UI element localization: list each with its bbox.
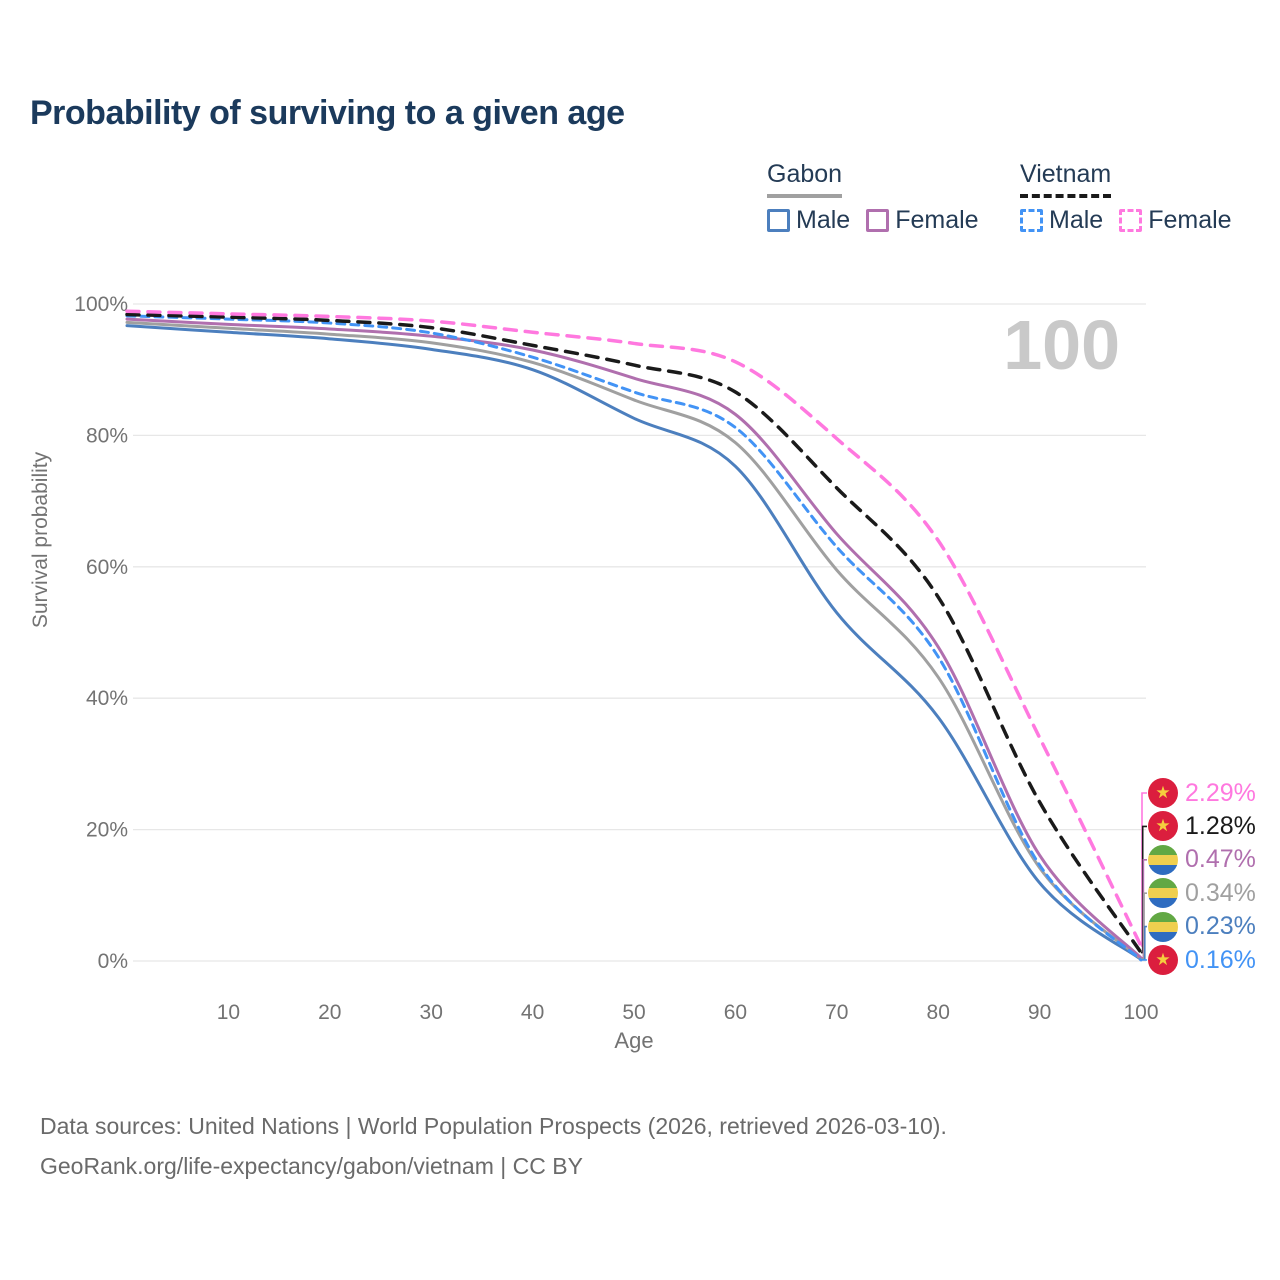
footer: Data sources: United Nations | World Pop…: [40, 1106, 947, 1187]
y-tick-label: 80%: [86, 424, 128, 447]
vietnam-flag-icon: ★: [1148, 811, 1178, 842]
series-line-vietnam-male[interactable]: [125, 314, 1143, 962]
series-line-gabon-female[interactable]: [125, 317, 1143, 960]
y-tick-label: 60%: [86, 556, 128, 579]
end-label-value: 1.28%: [1185, 811, 1256, 840]
x-tick-label: 80: [927, 1001, 950, 1024]
footer-sources: Data sources: United Nations | World Pop…: [40, 1113, 947, 1139]
legend-item-gabon-male[interactable]: Male: [767, 206, 850, 235]
end-label-value: 0.34%: [1185, 878, 1256, 907]
end-label-value: 2.29%: [1185, 778, 1256, 807]
x-tick-label: 50: [622, 1001, 645, 1024]
star-icon: ★: [1155, 815, 1171, 835]
x-tick-label: 60: [724, 1001, 747, 1024]
end-label-gabon-total[interactable]: 0.34%: [1148, 876, 1256, 910]
gabon-flag-icon: [1148, 844, 1178, 875]
vietnam-flag-icon: ★: [1148, 945, 1178, 975]
legend-group-gabon: Gabon Male Female: [767, 160, 979, 235]
series-line-gabon-male[interactable]: [125, 324, 1143, 961]
x-tick-label: 70: [825, 1001, 848, 1024]
page-title: Probability of surviving to a given age: [30, 94, 625, 132]
x-tick-label: 20: [318, 1001, 341, 1024]
vietnam-female-swatch-icon: [1119, 209, 1143, 232]
legend-label-gabon-male: Male: [796, 206, 851, 234]
x-tick-label: 10: [217, 1001, 240, 1024]
end-label-vietnam-male[interactable]: ★ 0.16%: [1148, 943, 1256, 977]
legend-group-vietnam: Vietnam Male Female: [1020, 160, 1232, 235]
y-tick-label: 0%: [98, 950, 128, 973]
age-watermark: 100: [1003, 306, 1120, 384]
end-label-vietnam-total[interactable]: ★ 1.28%: [1148, 809, 1256, 843]
y-axis-title: Survival probability: [29, 451, 52, 628]
legend-label-vietnam-male: Male: [1049, 206, 1104, 234]
x-tick-label: 40: [521, 1001, 544, 1024]
legend-label-vietnam-female: Female: [1148, 206, 1232, 234]
x-axis-title: Age: [614, 1028, 653, 1053]
end-label-value: 0.16%: [1185, 945, 1256, 974]
end-label-value: 0.47%: [1185, 845, 1256, 874]
series-line-vietnam-female[interactable]: [125, 309, 1143, 948]
end-label-gabon-female[interactable]: 0.47%: [1148, 843, 1256, 877]
legend-label-gabon-female: Female: [895, 206, 979, 234]
vietnam-male-swatch-icon: [1020, 209, 1043, 232]
vietnam-flag-icon: ★: [1148, 778, 1178, 808]
end-label-vietnam-female[interactable]: ★ 2.29%: [1148, 776, 1256, 810]
y-tick-label: 40%: [86, 687, 128, 710]
series-line-gabon-total[interactable]: [125, 320, 1143, 961]
gabon-male-swatch-icon: [767, 209, 790, 232]
legend-item-gabon-female[interactable]: Female: [866, 206, 979, 235]
y-tick-label: 20%: [86, 819, 128, 842]
x-tick-label: 100: [1123, 1001, 1158, 1024]
gabon-flag-icon: [1148, 878, 1178, 909]
legend-header-vietnam[interactable]: Vietnam: [1020, 160, 1112, 198]
gabon-flag-icon: [1148, 911, 1178, 942]
legend-item-vietnam-female[interactable]: Female: [1119, 206, 1232, 235]
star-icon: ★: [1155, 782, 1171, 802]
legend-header-gabon[interactable]: Gabon: [767, 160, 843, 198]
footer-link[interactable]: GeoRank.org/life-expectancy/gabon/vietna…: [40, 1153, 583, 1180]
end-label-value: 0.23%: [1185, 912, 1256, 941]
star-icon: ★: [1155, 949, 1171, 969]
series-line-vietnam-total[interactable]: [125, 312, 1143, 955]
x-tick-label: 30: [420, 1001, 443, 1024]
gabon-female-swatch-icon: [866, 209, 890, 232]
end-label-gabon-male[interactable]: 0.23%: [1148, 910, 1256, 944]
x-tick-label: 90: [1028, 1001, 1051, 1024]
y-tick-label: 100%: [74, 293, 128, 316]
legend-item-vietnam-male[interactable]: Male: [1020, 206, 1103, 235]
